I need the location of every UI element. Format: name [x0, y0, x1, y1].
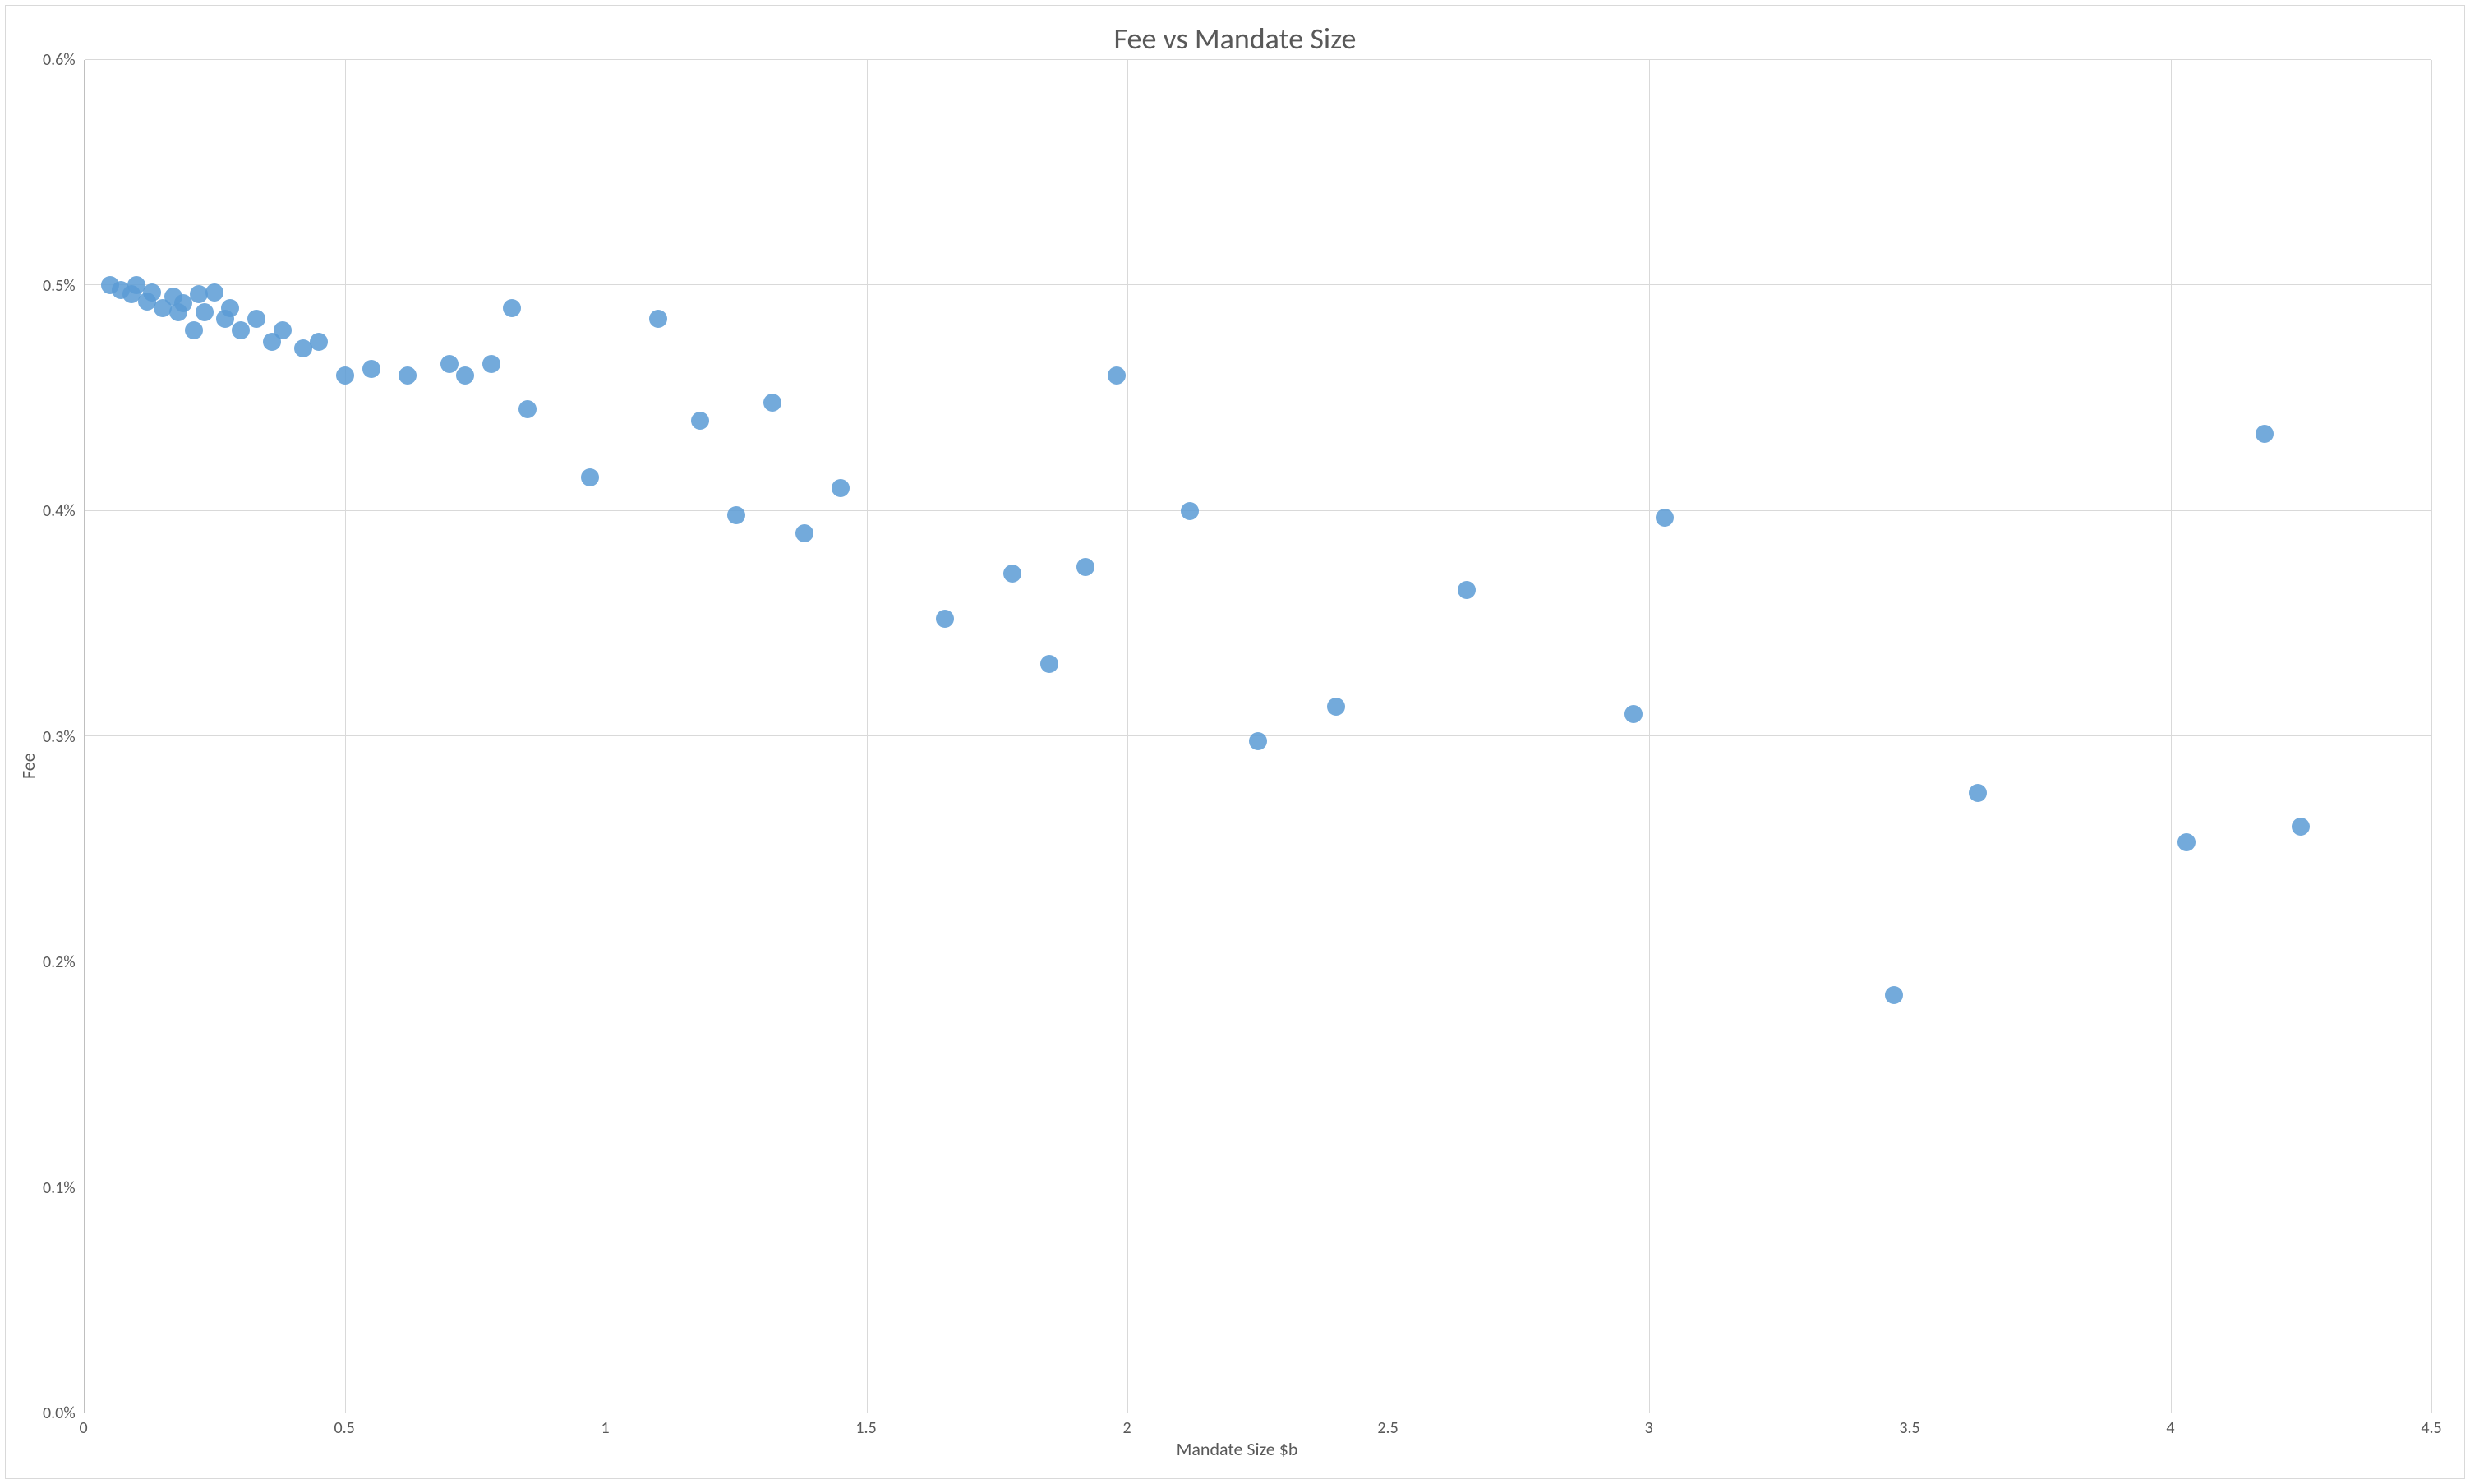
data-point [581, 468, 599, 486]
data-point [1003, 565, 1021, 583]
x-axis-ticks: 00.511.522.533.544.5 [84, 1413, 2431, 1436]
data-point [1249, 732, 1267, 750]
x-axis-ticks-row: 00.511.522.533.544.5 [43, 1413, 2431, 1436]
chart-border: Fee vs Mandate Size Fee 0.6%0.5%0.4%0.3%… [5, 5, 2465, 1479]
x-tick-label: 1.5 [855, 1418, 876, 1438]
data-point [2177, 833, 2196, 851]
x-axis-title: Mandate Size $b [43, 1436, 2431, 1472]
x-tick-label: 1 [601, 1418, 610, 1438]
x-tick-label: 4.5 [2421, 1418, 2441, 1438]
data-point [763, 394, 781, 412]
data-point [727, 506, 745, 524]
data-point [2292, 818, 2310, 836]
x-tick-label: 3 [1644, 1418, 1652, 1438]
gridline-v [2171, 60, 2172, 1413]
plot-row: 0.6%0.5%0.4%0.3%0.2%0.1%0.0% [43, 60, 2431, 1413]
data-point [832, 479, 850, 497]
data-point [362, 360, 380, 378]
gridline-h [85, 59, 2431, 60]
data-point [336, 366, 354, 385]
gridline-v [867, 60, 868, 1413]
data-point [1885, 986, 1903, 1004]
gridline-h [85, 510, 2431, 511]
data-point [1458, 581, 1476, 599]
chart-title: Fee vs Mandate Size [6, 21, 2464, 57]
data-point [518, 400, 537, 418]
x-tick-label: 3.5 [1899, 1418, 1919, 1438]
gridline-h [85, 284, 2431, 285]
data-point [205, 283, 223, 302]
data-point [691, 412, 709, 430]
data-point [196, 303, 214, 321]
data-point [649, 310, 667, 328]
data-point [936, 610, 954, 628]
chart-body: Fee 0.6%0.5%0.4%0.3%0.2%0.1%0.0% 0 0.5 1 1.… [6, 60, 2464, 1478]
data-point [221, 299, 239, 317]
gridline-v [345, 60, 346, 1413]
data-point [1040, 655, 1058, 673]
data-point [274, 321, 292, 339]
y-axis-ticks: 0.6%0.5%0.4%0.3%0.2%0.1%0.0% [43, 60, 84, 1413]
data-point [232, 321, 250, 339]
data-point [1656, 509, 1674, 527]
data-point [440, 355, 459, 373]
data-point [795, 524, 813, 542]
data-point [503, 299, 521, 317]
x-tick-label: 0.5 [334, 1418, 354, 1438]
data-point [1969, 784, 1987, 802]
x-tick-label: 2 [1122, 1418, 1131, 1438]
data-point [247, 310, 265, 328]
y-axis-title: Fee [14, 60, 43, 1472]
data-point [143, 283, 161, 302]
chart-container: Fee vs Mandate Size Fee 0.6%0.5%0.4%0.3%… [0, 0, 2470, 1484]
gridline-v [2431, 60, 2432, 1413]
x-tick-label: 2.5 [1377, 1418, 1398, 1438]
data-point [482, 355, 500, 373]
gridline-v [1127, 60, 1128, 1413]
data-point [1076, 558, 1094, 576]
x-tick-label: 4 [2166, 1418, 2174, 1438]
plot-column: 0.6%0.5%0.4%0.3%0.2%0.1%0.0% 0 0.5 1 1.5 2 2.… [43, 60, 2431, 1472]
data-point [1108, 366, 1126, 385]
data-point [185, 321, 203, 339]
data-point [1327, 698, 1345, 716]
data-point [456, 366, 474, 385]
gridline-v [1649, 60, 1650, 1413]
data-point [399, 366, 417, 385]
data-point [310, 333, 328, 351]
data-point [1624, 705, 1643, 723]
data-point [2256, 425, 2274, 443]
plot-area [84, 60, 2431, 1413]
x-tick-label: 0 [80, 1418, 88, 1438]
data-point [1181, 502, 1199, 520]
